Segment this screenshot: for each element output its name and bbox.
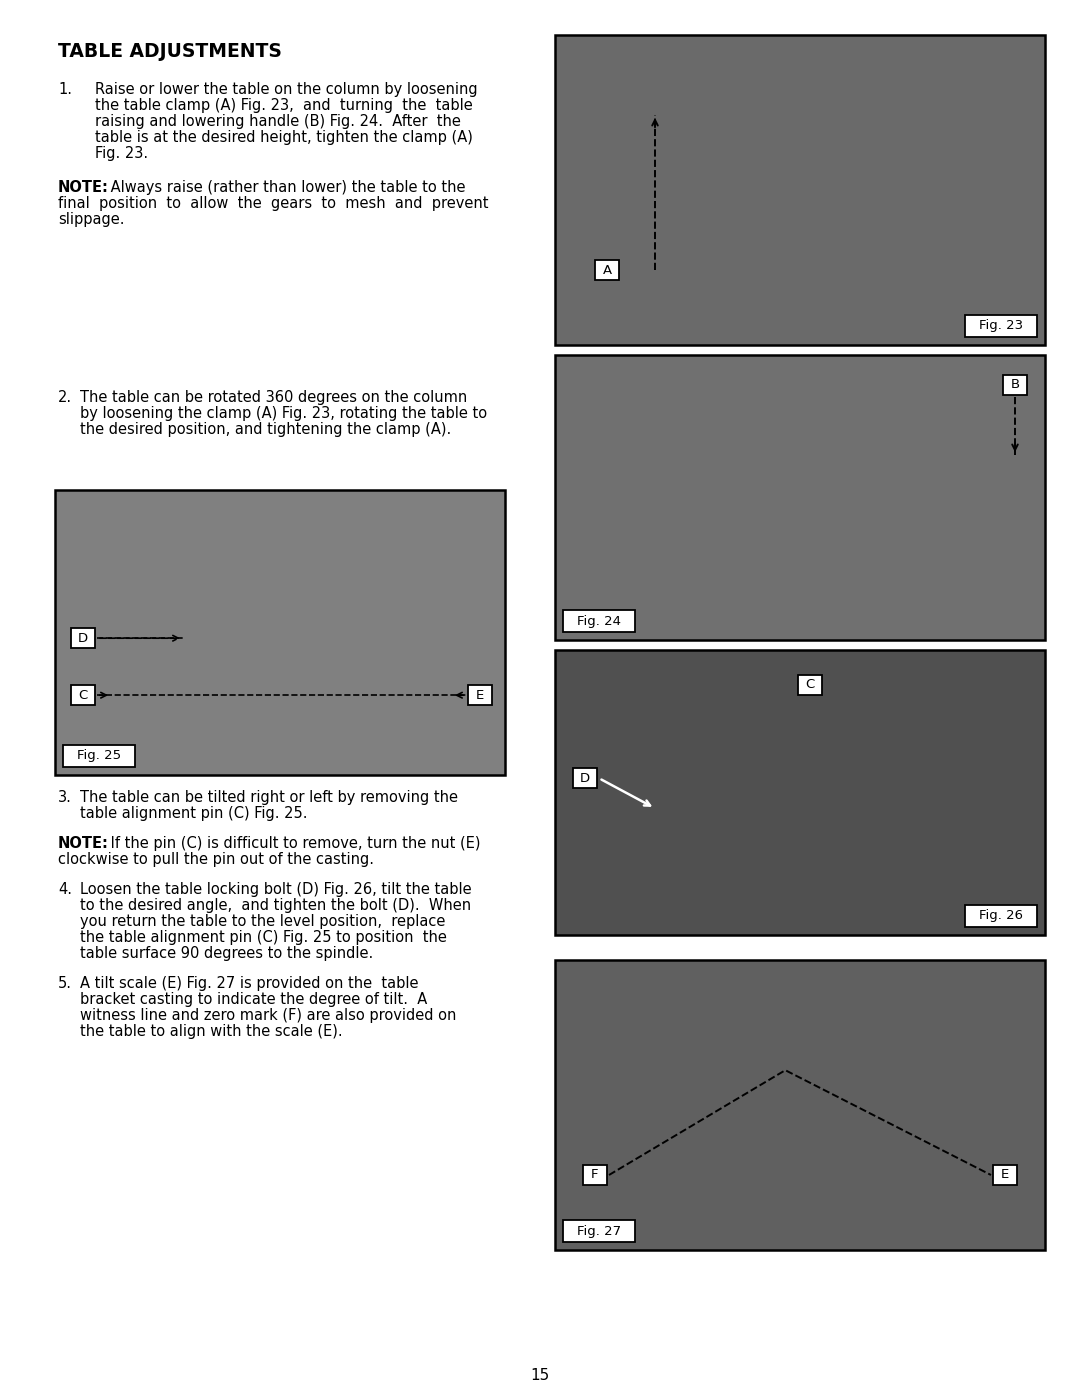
Text: 1.: 1. xyxy=(58,82,72,96)
Bar xyxy=(63,745,135,767)
Text: table alignment pin (C) Fig. 25.: table alignment pin (C) Fig. 25. xyxy=(80,806,308,821)
Bar xyxy=(555,650,1045,935)
Text: the table alignment pin (C) Fig. 25 to position  the: the table alignment pin (C) Fig. 25 to p… xyxy=(80,930,447,944)
Text: to the desired angle,  and tighten the bolt (D).  When: to the desired angle, and tighten the bo… xyxy=(80,898,471,914)
Text: 2.: 2. xyxy=(58,390,72,405)
Text: slippage.: slippage. xyxy=(58,212,124,226)
Text: Fig. 24: Fig. 24 xyxy=(577,615,621,627)
Text: B: B xyxy=(1011,379,1020,391)
Text: raising and lowering handle (B) Fig. 24.  After  the: raising and lowering handle (B) Fig. 24.… xyxy=(95,115,461,129)
Text: NOTE:: NOTE: xyxy=(58,180,109,196)
Text: you return the table to the level position,  replace: you return the table to the level positi… xyxy=(80,914,445,929)
Text: TABLE ADJUSTMENTS: TABLE ADJUSTMENTS xyxy=(58,42,282,61)
Text: final  position  to  allow  the  gears  to  mesh  and  prevent: final position to allow the gears to mes… xyxy=(58,196,488,211)
Bar xyxy=(573,768,597,788)
Text: The table can be rotated 360 degrees on the column: The table can be rotated 360 degrees on … xyxy=(80,390,468,405)
Bar xyxy=(555,355,1045,640)
Bar xyxy=(583,1165,607,1185)
Text: Fig. 23: Fig. 23 xyxy=(978,320,1023,332)
Text: the table to align with the scale (E).: the table to align with the scale (E). xyxy=(80,1024,342,1039)
Text: 3.: 3. xyxy=(58,789,72,805)
Bar xyxy=(555,35,1045,345)
Text: E: E xyxy=(1001,1168,1009,1182)
Bar xyxy=(966,905,1037,928)
Bar xyxy=(555,960,1045,1250)
Text: 4.: 4. xyxy=(58,882,72,897)
Text: by loosening the clamp (A) Fig. 23, rotating the table to: by loosening the clamp (A) Fig. 23, rota… xyxy=(80,407,487,420)
Bar xyxy=(55,490,505,775)
Text: C: C xyxy=(806,679,814,692)
Text: A tilt scale (E) Fig. 27 is provided on the  table: A tilt scale (E) Fig. 27 is provided on … xyxy=(80,977,419,990)
Bar xyxy=(71,629,95,648)
Text: If the pin (C) is difficult to remove, turn the nut (E): If the pin (C) is difficult to remove, t… xyxy=(106,835,481,851)
Text: A: A xyxy=(603,264,611,277)
Text: table is at the desired height, tighten the clamp (A): table is at the desired height, tighten … xyxy=(95,130,473,145)
Bar xyxy=(798,675,822,694)
Text: bracket casting to indicate the degree of tilt.  A: bracket casting to indicate the degree o… xyxy=(80,992,428,1007)
Text: 5.: 5. xyxy=(58,977,72,990)
Text: Fig. 27: Fig. 27 xyxy=(577,1225,621,1238)
Text: NOTE:: NOTE: xyxy=(58,835,109,851)
Text: The table can be tilted right or left by removing the: The table can be tilted right or left by… xyxy=(80,789,458,805)
Text: D: D xyxy=(580,771,590,785)
Text: Raise or lower the table on the column by loosening: Raise or lower the table on the column b… xyxy=(95,82,477,96)
Text: the table clamp (A) Fig. 23,  and  turning  the  table: the table clamp (A) Fig. 23, and turning… xyxy=(95,98,473,113)
Bar xyxy=(71,685,95,705)
Text: D: D xyxy=(78,631,89,644)
Text: Loosen the table locking bolt (D) Fig. 26, tilt the table: Loosen the table locking bolt (D) Fig. 2… xyxy=(80,882,472,897)
Bar xyxy=(563,610,635,631)
Bar xyxy=(966,314,1037,337)
Bar xyxy=(595,260,619,279)
Text: witness line and zero mark (F) are also provided on: witness line and zero mark (F) are also … xyxy=(80,1009,457,1023)
Text: E: E xyxy=(476,689,484,701)
Text: Fig. 26: Fig. 26 xyxy=(978,909,1023,922)
Text: Fig. 25: Fig. 25 xyxy=(77,750,121,763)
Bar xyxy=(993,1165,1017,1185)
Text: clockwise to pull the pin out of the casting.: clockwise to pull the pin out of the cas… xyxy=(58,852,374,868)
Text: Fig. 23.: Fig. 23. xyxy=(95,147,148,161)
Text: the desired position, and tightening the clamp (A).: the desired position, and tightening the… xyxy=(80,422,451,437)
Text: F: F xyxy=(591,1168,598,1182)
Text: C: C xyxy=(79,689,87,701)
Bar xyxy=(563,1220,635,1242)
Text: Always raise (rather than lower) the table to the: Always raise (rather than lower) the tab… xyxy=(106,180,465,196)
Bar xyxy=(1003,374,1027,395)
Text: table surface 90 degrees to the spindle.: table surface 90 degrees to the spindle. xyxy=(80,946,374,961)
Text: 15: 15 xyxy=(530,1368,550,1383)
Bar xyxy=(468,685,492,705)
